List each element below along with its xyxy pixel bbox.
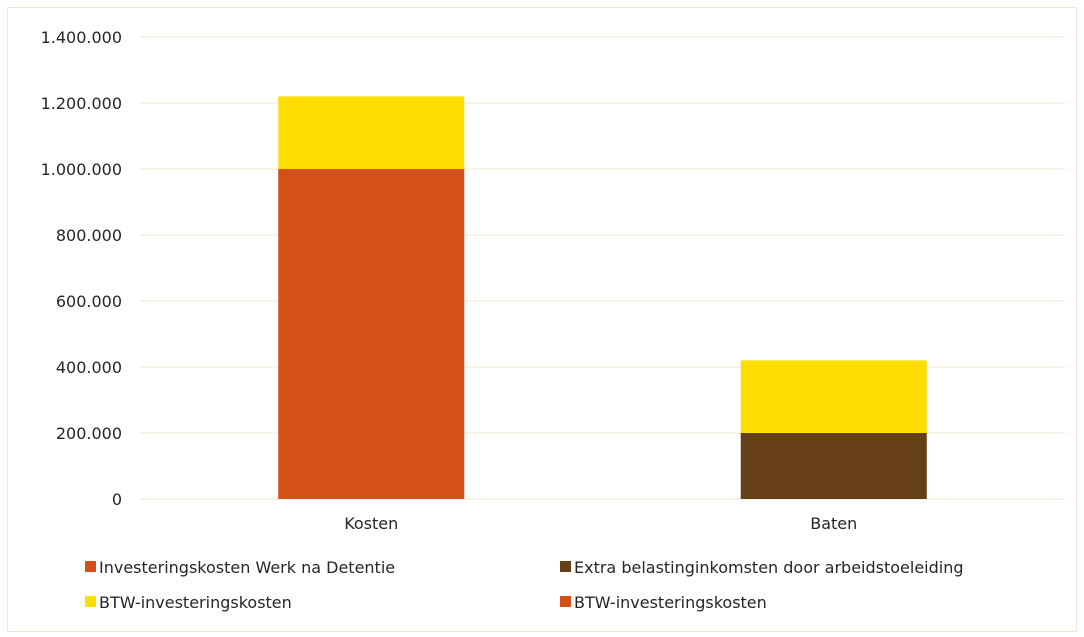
y-tick-label: 0: [112, 490, 122, 509]
y-tick-label: 600.000: [56, 292, 122, 311]
y-tick-label: 1.400.000: [41, 28, 122, 47]
x-tick-label: Baten: [810, 514, 857, 533]
legend-label: BTW-investeringskosten: [574, 593, 767, 612]
legend-label: Extra belastinginkomsten door arbeidstoe…: [574, 558, 964, 577]
y-tick-label: 1.200.000: [41, 94, 122, 113]
y-tick-label: 800.000: [56, 226, 122, 245]
legend-label: BTW-investeringskosten: [99, 593, 292, 612]
legend-swatch: [85, 596, 96, 607]
bar-segment: [740, 433, 927, 499]
chart-frame: [7, 7, 1077, 632]
legend-swatch: [560, 596, 571, 607]
y-tick-label: 1.000.000: [41, 160, 122, 179]
bar-segment: [278, 96, 465, 169]
y-tick-label: 400.000: [56, 358, 122, 377]
bar-segment: [278, 169, 465, 499]
y-tick-label: 200.000: [56, 424, 122, 443]
legend-label: Investeringskosten Werk na Detentie: [99, 558, 395, 577]
legend-swatch: [85, 561, 96, 572]
bar-segment: [740, 360, 927, 433]
x-tick-label: Kosten: [344, 514, 398, 533]
legend-swatch: [560, 561, 571, 572]
